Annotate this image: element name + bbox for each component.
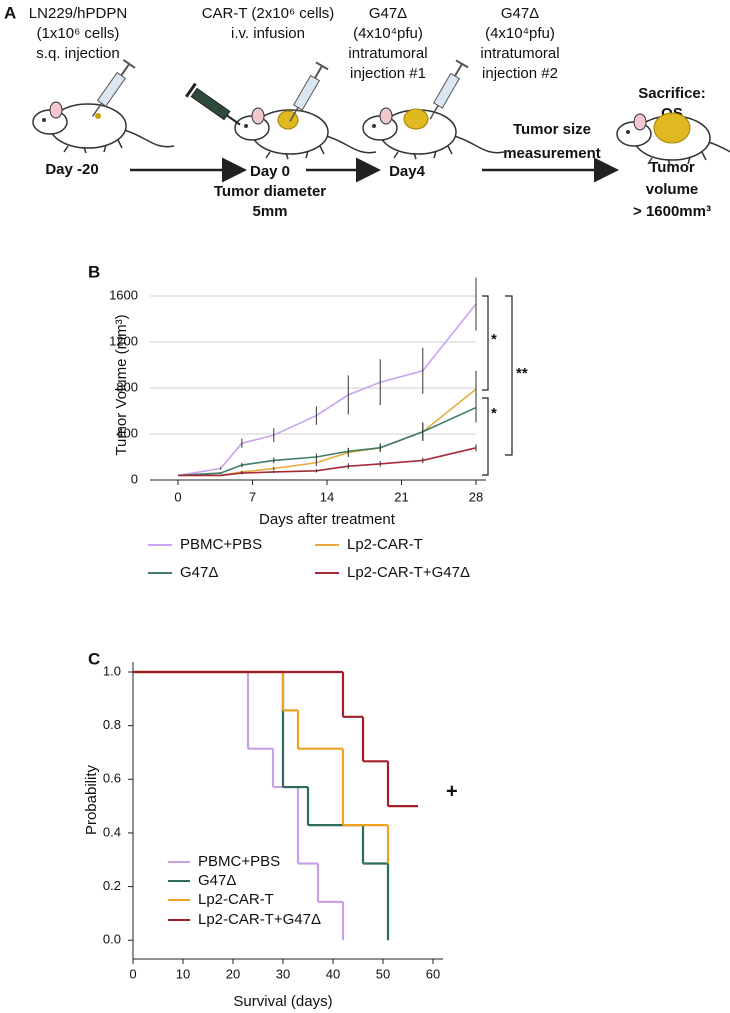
tumor [653, 112, 691, 144]
y-tick-label: 400 [116, 425, 138, 440]
y-tick-label: 0.6 [103, 771, 121, 786]
panel-label: A [4, 3, 16, 22]
step-text: G47Δ [501, 5, 539, 22]
x-tick-label: 50 [376, 966, 390, 981]
x-tick-label: 7 [249, 489, 256, 504]
endpoint-criterion: Tumor [649, 159, 695, 176]
legend-label: Lp2-CAR-T+G47Δ [198, 911, 321, 928]
legend-label: G47Δ [180, 564, 218, 581]
step-note: 5mm [252, 203, 287, 220]
tumor [403, 108, 429, 130]
mouse [234, 107, 377, 160]
x-tick-label: 10 [176, 966, 190, 981]
y-tick-label: 1600 [109, 287, 138, 302]
tumor [95, 113, 101, 119]
step-text: CAR-T (2x10⁶ cells) [202, 5, 335, 22]
step-text: i.v. infusion [231, 25, 305, 42]
measurement-text: Tumor size [513, 121, 591, 138]
x-tick-label: 0 [174, 489, 181, 504]
step-text: s.q. injection [36, 45, 119, 62]
significance: ** [516, 365, 528, 382]
legend-label: Lp2-CAR-T [347, 536, 423, 553]
day-label: Day -20 [45, 161, 98, 178]
panel-label: C [88, 649, 100, 668]
significance-brackets [482, 295, 513, 476]
y-axis-label: Tumor Volume (mm³) [113, 314, 130, 455]
step-note: Tumor diameter [214, 183, 326, 200]
diagram: LN229/hPDPN (1x10⁶ cells) s.q. injection… [29, 5, 711, 220]
step-text: LN229/hPDPN [29, 5, 127, 22]
step-text: injection #1 [350, 65, 426, 82]
step-text: (4x10⁴pfu) [485, 25, 555, 42]
endpoint-criterion: volume [646, 181, 699, 198]
x-axis-label: Survival (days) [233, 993, 332, 1010]
mouse [362, 107, 505, 160]
series-line [178, 447, 477, 477]
series-line [177, 303, 477, 477]
step-text: G47Δ [369, 5, 407, 22]
x-tick-label: 30 [276, 966, 290, 981]
legend-label: PBMC+PBS [180, 536, 262, 553]
day-label: Day 0 [250, 163, 290, 180]
illustrations [32, 58, 730, 183]
step-text: intratumoral [480, 45, 559, 62]
x-tick-label: 40 [326, 966, 340, 981]
significance: * [491, 331, 497, 348]
day-label: Day4 [389, 163, 426, 180]
x-tick-label: 28 [469, 489, 483, 504]
mouse [32, 101, 175, 154]
significance: * [491, 405, 497, 422]
y-axis-label: Probability [83, 764, 100, 835]
y-tick-label: 0.0 [103, 932, 121, 947]
legend-label: G47Δ [198, 872, 236, 889]
censor-mark: + [446, 780, 458, 802]
x-axis-label: Days after treatment [259, 511, 396, 528]
legend-label: Lp2-CAR-T+G47Δ [347, 564, 470, 581]
endpoint-criterion: > 1600mm³ [633, 203, 711, 220]
endpoint-title: Sacrifice: [638, 85, 706, 102]
y-tick-label: 0.8 [103, 717, 121, 732]
x-tick-label: 21 [394, 489, 408, 504]
step-text: (1x10⁶ cells) [37, 25, 120, 42]
legend-label: PBMC+PBS [198, 853, 280, 870]
iv-syringe [185, 82, 241, 126]
x-tick-label: 60 [426, 966, 440, 981]
measurement-text: measurement [503, 145, 601, 162]
series-line [178, 388, 477, 477]
y-tick-label: 0.4 [103, 824, 121, 839]
y-tick-label: 0.2 [103, 878, 121, 893]
step-text: injection #2 [482, 65, 558, 82]
legend-label: Lp2-CAR-T [198, 891, 274, 908]
x-tick-label: 20 [226, 966, 240, 981]
step-text: intratumoral [348, 45, 427, 62]
x-tick-label: 14 [320, 489, 334, 504]
x-tick-label: 0 [129, 966, 136, 981]
step-text: (4x10⁴pfu) [353, 25, 423, 42]
y-tick-label: 1200 [109, 333, 138, 348]
y-tick-label: 800 [116, 379, 138, 394]
y-tick-label: 0 [131, 471, 138, 486]
panel-label: B [88, 262, 100, 281]
y-tick-label: 1.0 [103, 663, 121, 678]
